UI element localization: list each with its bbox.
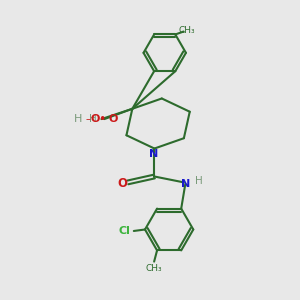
Text: –: –	[85, 114, 90, 124]
Text: H: H	[195, 176, 203, 186]
Text: CH₃: CH₃	[146, 264, 162, 273]
Text: H: H	[74, 114, 82, 124]
Text: •: •	[98, 112, 106, 126]
Text: O: O	[91, 114, 100, 124]
Text: N: N	[149, 148, 158, 158]
Text: O: O	[117, 177, 127, 190]
Text: H: H	[89, 114, 97, 124]
Text: O: O	[109, 114, 118, 124]
Text: N: N	[181, 179, 190, 189]
Text: CH₃: CH₃	[178, 26, 195, 34]
Text: Cl: Cl	[118, 226, 130, 236]
